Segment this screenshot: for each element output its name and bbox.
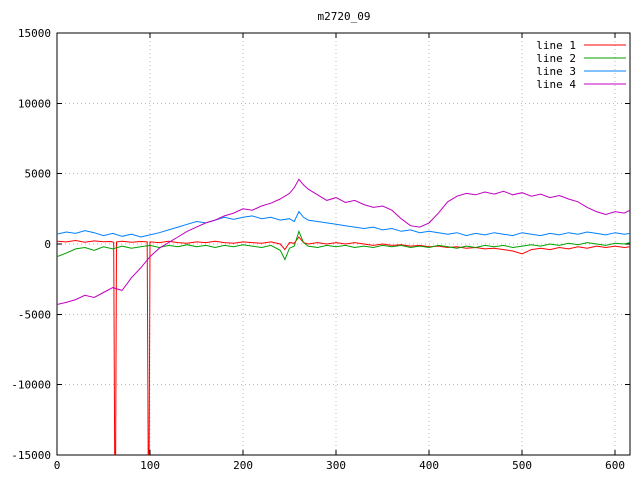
plot-area: 0 100 200 300 400 500 600 -15000 -10000 -5000 0 500… — [11, 27, 631, 472]
x-tick-label: 100 — [140, 459, 160, 472]
y-tick-label: -5000 — [18, 308, 51, 321]
legend-label: line 2 — [536, 52, 576, 65]
x-tick-label: 0 — [54, 459, 61, 472]
x-tick-label: 500 — [512, 459, 532, 472]
series-group — [57, 178, 630, 455]
x-tick-label: 200 — [233, 459, 253, 472]
y-tick-label: 0 — [44, 238, 51, 251]
legend-label: line 1 — [536, 39, 576, 52]
series-line-1 — [57, 236, 630, 455]
series-line-3 — [57, 210, 630, 238]
y-tick-label: 10000 — [18, 97, 51, 110]
y-tick-label: 5000 — [25, 168, 52, 181]
series-line-2 — [57, 229, 630, 261]
series-line-4 — [57, 178, 630, 305]
y-tick-label: -10000 — [11, 379, 51, 392]
legend-label: line 4 — [536, 78, 576, 91]
y-tick-label: -15000 — [11, 449, 51, 462]
x-tick-label: 400 — [419, 459, 439, 472]
x-tick-label: 600 — [605, 459, 625, 472]
y-tick-label: 15000 — [18, 27, 51, 40]
legend-label: line 3 — [536, 65, 576, 78]
x-tick-label: 300 — [326, 459, 346, 472]
chart-title: m2720_09 — [318, 10, 371, 23]
